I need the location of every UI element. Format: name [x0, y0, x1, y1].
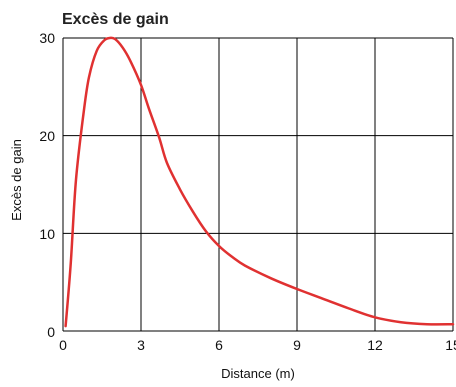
x-tick-label: 6	[215, 337, 223, 353]
x-axis-label: Distance (m)	[221, 366, 295, 381]
y-tick-label: 20	[39, 128, 55, 144]
chart-title: Excès de gain	[62, 11, 169, 28]
y-tick-labels: 0 10 20 30	[39, 30, 55, 340]
x-tick-label: 3	[137, 337, 145, 353]
grid	[62, 37, 454, 332]
y-tick-label: 0	[47, 324, 55, 340]
y-tick-label: 30	[39, 30, 55, 46]
x-tick-label: 0	[59, 337, 67, 353]
x-tick-labels: 0 3 6 9 12 15	[59, 337, 456, 353]
x-tick-label: 12	[367, 337, 383, 353]
x-tick-label: 15	[445, 337, 456, 353]
y-tick-label: 10	[39, 226, 55, 242]
y-axis-label: Excès de gain	[9, 139, 24, 221]
series-line	[64, 36, 455, 328]
x-tick-label: 9	[293, 337, 301, 353]
